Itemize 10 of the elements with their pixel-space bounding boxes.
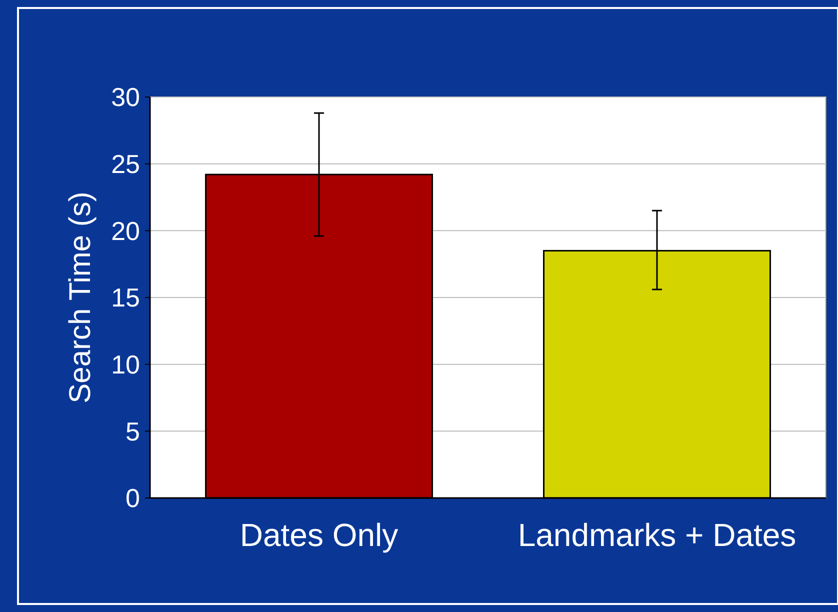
x-tick-label: Dates Only [240, 517, 398, 553]
y-tick-label: 30 [111, 82, 140, 112]
y-axis-title: Search Time (s) [64, 192, 97, 404]
y-tick-label: 10 [111, 349, 140, 380]
y-tick-label: 0 [126, 483, 140, 514]
x-tick-label: Landmarks + Dates [518, 517, 796, 553]
y-tick-label: 20 [111, 216, 140, 246]
y-tick-label: 15 [111, 282, 140, 313]
y-tick-label: 25 [111, 148, 140, 179]
y-tick-label: 5 [126, 416, 140, 446]
